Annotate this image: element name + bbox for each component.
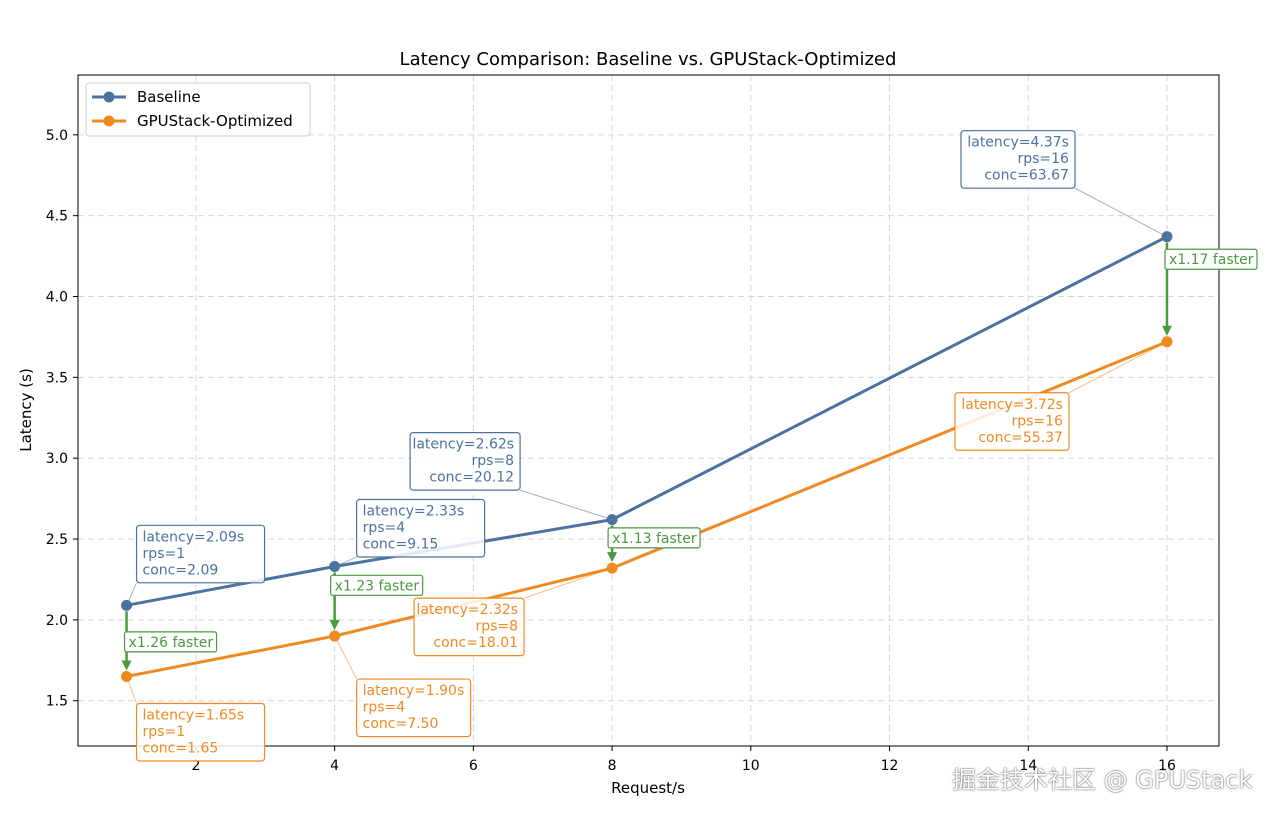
legend-swatch-marker (103, 91, 115, 103)
x-tick-label: 16 (1158, 758, 1176, 774)
annotation-text: latency=4.37s (967, 135, 1069, 151)
annotation-text: rps=4 (363, 700, 406, 716)
speedup-box (607, 527, 701, 549)
annotation-text: rps=1 (143, 724, 186, 740)
optimized-point (121, 670, 133, 682)
annotation-text: conc=63.67 (984, 168, 1069, 184)
optimized-point (329, 630, 341, 642)
annotation-box (356, 678, 472, 738)
annotation-box (356, 498, 486, 558)
x-tick-label: 14 (1019, 758, 1037, 774)
legend: Baseline GPUStack-Optimized (85, 82, 311, 137)
legend-label: GPUStack-Optimized (137, 112, 293, 130)
baseline-point (606, 514, 618, 526)
speedup-labels: x1.26 faster x1.23 faster x1.13 faster x1.1… (123, 248, 1258, 653)
series-points (121, 231, 1173, 682)
axes: 2 4 6 8 10 12 14 16 1.5 2.0 2.5 3.0 3.5 4.0 4.5 5.0 (46, 74, 1220, 774)
x-tick-label: 6 (469, 758, 478, 774)
annotation-box (960, 130, 1076, 189)
speedup-arrowhead (121, 660, 132, 671)
x-tick-label: 12 (881, 758, 899, 774)
chart-title: Latency Comparison: Baseline vs. GPUStac… (400, 49, 897, 70)
x-tick-label: 4 (330, 758, 339, 774)
annotation-text: conc=18.01 (433, 635, 518, 651)
annotation-text: rps=1 (143, 546, 186, 562)
x-axis-label: Request/s (611, 779, 685, 797)
annotation-box (135, 702, 266, 762)
y-tick-label: 4.0 (46, 290, 68, 306)
speedup-arrows (121, 242, 1172, 671)
annotation-text: latency=2.62s (412, 437, 514, 453)
annotation-text: conc=2.09 (143, 562, 219, 578)
speedup-arrowhead (1161, 325, 1172, 336)
annotation-text: latency=2.09s (143, 529, 245, 545)
annotation-leader (519, 489, 613, 521)
y-tick-label: 3.5 (46, 370, 68, 386)
legend-swatch-marker (103, 115, 115, 127)
annotation-leader (1074, 187, 1168, 238)
speedup-label: x1.26 faster (129, 635, 214, 651)
watermark: 掘金技术社区 @ GPUStack (952, 766, 1253, 794)
annotation-text: latency=2.33s (363, 504, 465, 520)
annotation-text: latency=3.72s (961, 397, 1063, 413)
annotation-text: latency=1.65s (143, 707, 245, 723)
legend-frame (85, 82, 311, 137)
annotation-text: rps=8 (476, 619, 519, 635)
y-tick-label: 3.0 (46, 451, 68, 467)
annotation-text: conc=55.37 (978, 430, 1063, 446)
speedup-arrowhead (607, 552, 618, 563)
speedup-label: x1.23 faster (335, 578, 420, 594)
annotation-box (413, 597, 525, 657)
speedup-label: x1.17 faster (1169, 252, 1254, 268)
y-tick-label: 4.5 (46, 209, 68, 225)
series-line-optimized (126, 340, 1168, 678)
annotation-text: rps=16 (1017, 151, 1069, 167)
optimized-point (606, 562, 618, 574)
annotation-text: latency=1.90s (363, 683, 465, 699)
y-tick-label: 2.5 (46, 532, 68, 548)
y-tick-label: 5.0 (46, 128, 68, 144)
y-axis-label: Latency (s) (17, 368, 35, 452)
x-tick-label: 10 (742, 758, 760, 774)
annotation-box (135, 524, 266, 584)
legend-label: Baseline (137, 88, 201, 106)
annotation-text: conc=9.15 (363, 537, 439, 553)
plot-frame (77, 74, 1220, 747)
speedup-arrowhead (329, 620, 340, 631)
baseline-point (121, 599, 133, 611)
annotation-text: latency=2.32s (416, 602, 518, 618)
annotation-text: rps=16 (1011, 413, 1063, 429)
speedup-label: x1.13 faster (612, 531, 697, 547)
baseline-point (1161, 231, 1173, 243)
annotation-box (954, 392, 1070, 451)
speedup-box (123, 631, 218, 653)
annotation-text: conc=20.12 (429, 470, 514, 486)
baseline-point (329, 561, 341, 573)
speedup-box (1164, 248, 1258, 270)
annotation-text: conc=7.50 (363, 716, 439, 732)
annotation-text: conc=1.65 (143, 740, 219, 756)
x-tick-label: 2 (191, 758, 200, 774)
series-lines (126, 235, 1168, 678)
x-tick-label: 8 (608, 758, 617, 774)
speedup-box (330, 574, 424, 596)
y-tick-label: 1.5 (46, 694, 68, 710)
annotation-text: rps=8 (472, 453, 515, 469)
annotation-leader (1068, 341, 1168, 394)
annotation-text: rps=4 (363, 520, 406, 536)
y-tick-label: 2.0 (46, 613, 68, 629)
annotation-leader (334, 635, 358, 680)
optimized-point (1161, 336, 1173, 348)
annotation-boxes: latency=2.09srps=1conc=2.09latency=2.33s… (135, 130, 1076, 762)
annotation-box (409, 432, 521, 491)
